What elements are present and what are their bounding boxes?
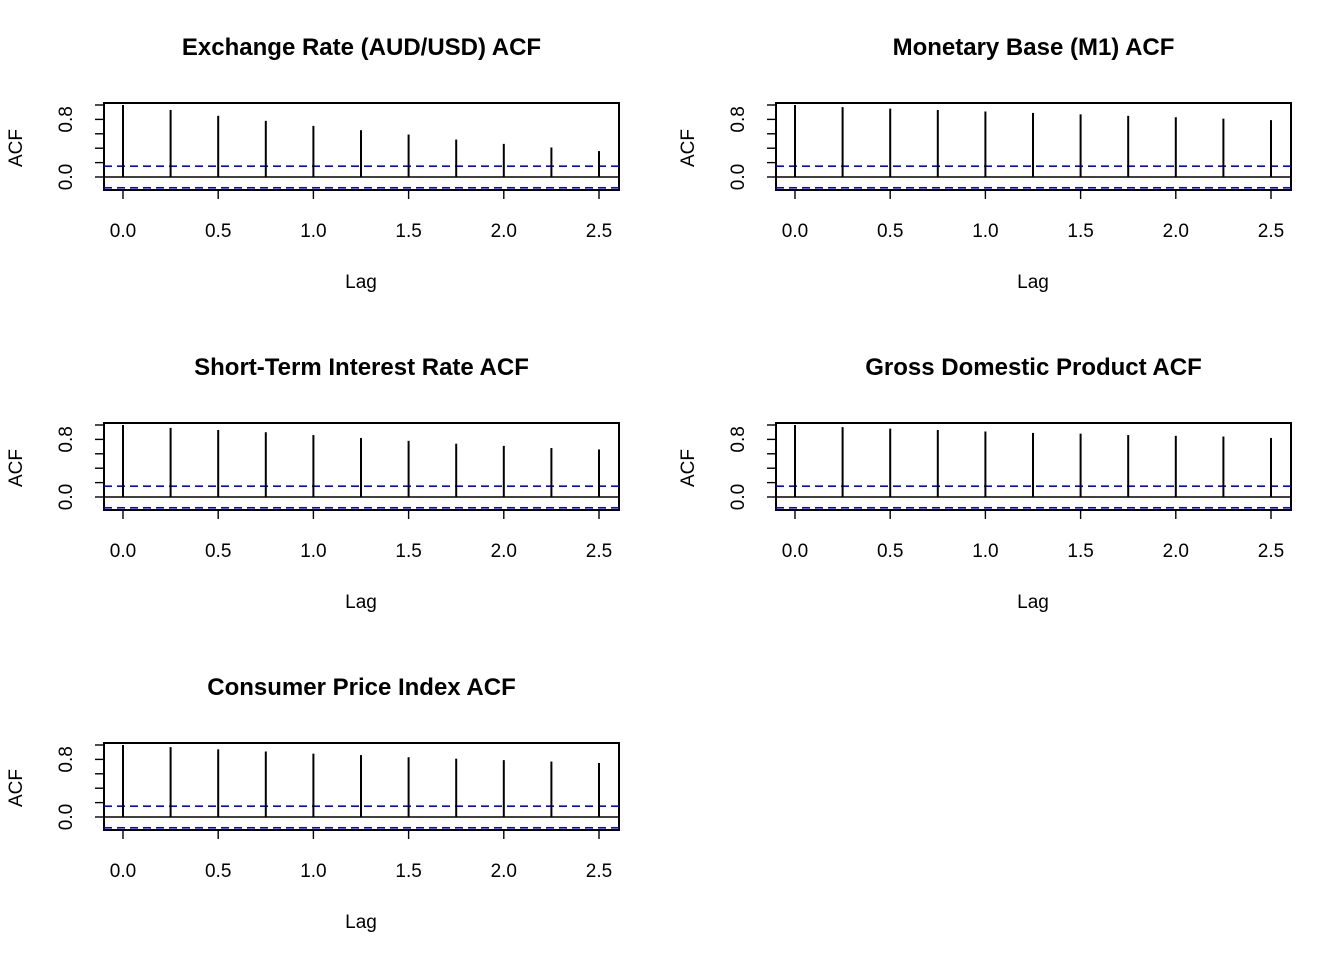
plot-frame	[103, 422, 620, 511]
x-tick-label: 1.0	[972, 541, 998, 562]
x-tick-label: 0.5	[205, 221, 231, 242]
x-tick-label: 0.0	[110, 861, 136, 882]
x-tick-label: 2.5	[586, 541, 612, 562]
x-tick-label: 0.0	[782, 541, 808, 562]
x-tick-label: 0.5	[877, 221, 903, 242]
y-axis-label: ACF	[6, 129, 27, 167]
x-tick-label: 2.5	[586, 861, 612, 882]
panel-title: Gross Domestic Product ACF	[865, 354, 1202, 381]
x-tick-label: 2.5	[1258, 541, 1284, 562]
x-axis-label: Lag	[345, 592, 377, 613]
x-tick-label: 0.5	[205, 861, 231, 882]
y-axis-label: ACF	[6, 449, 27, 487]
x-tick-label: 2.0	[1163, 541, 1189, 562]
plot-frame	[103, 102, 620, 191]
x-axis-label: Lag	[1017, 592, 1049, 613]
acf-panel-5: Consumer Price Index ACF 0.0 0.5 1.0 1.5 2.0 2…	[6, 674, 620, 933]
x-tick-label: 0.5	[205, 541, 231, 562]
acf-panel-4: Gross Domestic Product ACF 0.0 0.5 1.0 1.5 2.…	[678, 354, 1292, 613]
x-tick-label: 1.5	[1067, 221, 1093, 242]
x-tick-label: 2.0	[491, 221, 517, 242]
plot-frame	[103, 742, 620, 831]
plot-frame	[775, 102, 1292, 191]
x-tick-label: 1.5	[395, 541, 421, 562]
x-tick-label: 1.5	[1067, 541, 1093, 562]
x-tick-label: 1.5	[395, 861, 421, 882]
x-tick-label: 2.5	[1258, 221, 1284, 242]
y-tick-label: 0.8	[56, 426, 77, 452]
y-tick-label: 0.0	[728, 164, 749, 190]
x-tick-label: 1.0	[972, 221, 998, 242]
panel-title: Short-Term Interest Rate ACF	[194, 354, 529, 381]
y-tick-label: 0.0	[56, 164, 77, 190]
y-tick-label: 0.8	[728, 106, 749, 132]
x-tick-label: 1.5	[395, 221, 421, 242]
x-tick-label: 1.0	[300, 541, 326, 562]
y-axis-label: ACF	[678, 129, 699, 167]
acf-panel-3: Short-Term Interest Rate ACF 0.0 0.5 1.0 1.5…	[6, 354, 620, 613]
y-tick-label: 0.8	[728, 426, 749, 452]
x-tick-label: 2.0	[491, 541, 517, 562]
x-tick-label: 2.0	[1163, 221, 1189, 242]
y-tick-label: 0.0	[56, 484, 77, 510]
y-tick-label: 0.8	[56, 746, 77, 772]
x-axis-label: Lag	[1017, 272, 1049, 293]
x-tick-label: 2.5	[586, 221, 612, 242]
x-tick-label: 0.0	[782, 221, 808, 242]
x-axis-label: Lag	[345, 912, 377, 933]
acf-panel-2: Monetary Base (M1) ACF 0.0 0.5 1.0 1.5 2.0 2.5…	[678, 34, 1292, 293]
panel-title: Consumer Price Index ACF	[207, 674, 516, 701]
x-tick-label: 1.0	[300, 861, 326, 882]
x-tick-label: 0.5	[877, 541, 903, 562]
y-tick-label: 0.0	[56, 804, 77, 830]
x-axis-label: Lag	[345, 272, 377, 293]
x-tick-label: 1.0	[300, 221, 326, 242]
y-tick-label: 0.0	[728, 484, 749, 510]
y-tick-label: 0.8	[56, 106, 77, 132]
plot-frame	[775, 422, 1292, 511]
x-tick-label: 0.0	[110, 541, 136, 562]
y-axis-label: ACF	[6, 769, 27, 807]
x-tick-label: 0.0	[110, 221, 136, 242]
x-tick-label: 2.0	[491, 861, 517, 882]
panel-title: Monetary Base (M1) ACF	[893, 34, 1175, 61]
panel-title: Exchange Rate (AUD/USD) ACF	[182, 34, 541, 61]
y-axis-label: ACF	[678, 449, 699, 487]
acf-panel-1: Exchange Rate (AUD/USD) ACF 0.0 0.5 1.0 1.5 2…	[6, 34, 620, 293]
